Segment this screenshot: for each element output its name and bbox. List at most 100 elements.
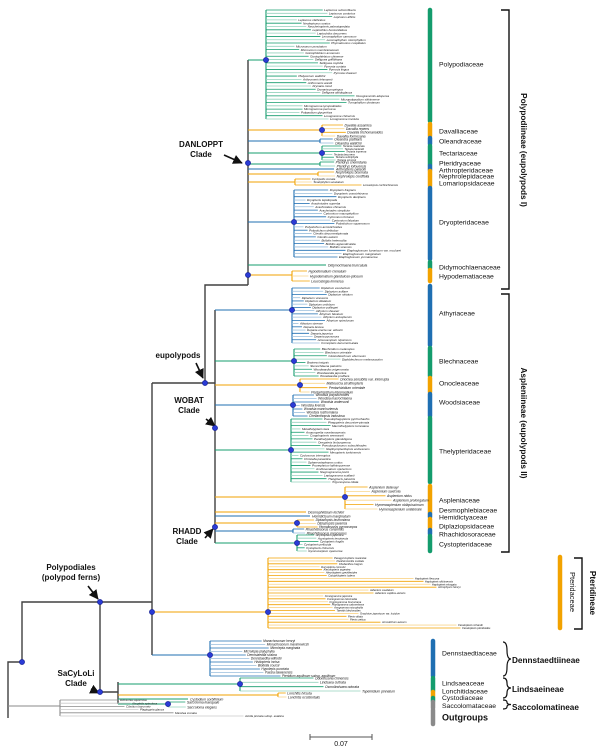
tip-label: Deparia erecta var. wilsonii [307,328,343,332]
tip-label: Oreopteris limbosperma [318,440,351,444]
tip-label: Pityrogramma calomelanos [332,603,365,607]
support-node-dot [212,425,218,431]
tip-label: Elaphoglossum yunnanense [339,255,378,259]
tip-label: Hypodematium glanduloso-pilosum [310,274,363,278]
tip-label: Doryopteris concolor [321,565,346,569]
tip-label: Pentarhizidium orientale [329,386,365,390]
tip-label: Stenochlaena palustris [310,364,342,368]
clade-oleandraceae: Oleandraceae Oleandra pistillarisOleandra… [248,135,482,147]
tip-label: Coryphopteris seemannii [310,434,344,438]
tip-label: Tectaria subtriphylla [335,155,358,159]
tip-label: Diplazium virescens [302,296,329,300]
tip-label: Homalosorus pycnocarpos [319,525,357,529]
tip-label: Tomophyllum donianum [348,101,380,105]
support-node-dot [297,382,303,388]
tip-label: Athyrium anisopterum [322,315,352,319]
tip-label: Pteridrys cnemidaria [336,160,367,164]
tip-label: Haplopteris sikkimensis [425,579,454,583]
tip-label: Hymenasplenium obliquissimum [375,503,424,507]
tip-label: Polystichum deltodon [309,228,339,232]
tip-label: Cystodium sorbifolium [190,697,224,701]
scale-bar-value: 0.07 [334,741,348,748]
tip-label: Dryopteris lepidopoda [307,198,337,202]
tip-label: Polypodium glycyrrhiza [301,111,332,115]
tip-label: Azolla pinnata subsp. asiatica [244,714,284,718]
support-node-dot [207,652,213,658]
tip-label: Cheilanthes insignis [339,562,363,566]
suborder-label: Pteridineae [588,571,597,616]
tip-label: Micropolypodium sikkimense [341,97,380,101]
tip-label: Phymatosorus cuspidatus [331,41,366,45]
scale-bar: 0.07 [309,734,373,748]
tip-label: Parahemionitis cordata [336,559,364,563]
tip-label: Diplazium unilobum [309,302,335,306]
tip-label: Cystopteris pellucida [304,543,331,547]
tip-label: Phegopteris decursive-pinnata [328,420,369,424]
tip-label: Pronephrium lakhimpurense [312,464,350,468]
suborder-label: Aspleniineae (eupolypods II) [519,367,528,478]
tip-label: Rhachidosorus consimilis [306,527,345,531]
tip-label: Cryptogramma brunoniana [329,600,361,604]
clade-hemidictyaceae: Hemidictyaceae Hemidictyum marginatum [215,511,488,521]
tip-label: Oreogrammitis adspersa [356,94,389,98]
tip-label: Pteris cretica [350,617,366,621]
family-label: Cystopteridaceae [439,541,492,548]
tip-label: Dennstaedtia wilfordii [251,657,282,661]
tip-label: Athyrium sinense [299,322,323,326]
family-label: Cystodiaceae [442,695,483,702]
tip-label: Adiantum capillus-veneris [374,591,406,595]
tip-label: Ctenitis eatonii [317,235,338,239]
tip-label: Leucostegia immersa [311,279,343,283]
tip-label: Diplazium dilatatum [305,299,331,303]
tip-label: Ceratopteris pteridoides [462,626,491,630]
suborder-saccolomatineae: Saccolomatineae [502,699,579,712]
tip-label: Leptogramma scallanii [324,474,355,478]
tip-label: Matteuccia struthiopteris [326,382,363,386]
support-node-dot [294,520,300,526]
annotation-text: Polypodiales [46,563,96,572]
tip-label: Diplazium striatum [328,293,353,297]
tip-label: Monachosorum maximowiczii [267,643,309,647]
annotation-arrow [194,362,204,379]
support-node-dot [245,272,251,278]
tip-label: Coniogramme intermedia [327,597,358,601]
tip-label: Plagiogyria glauca [140,708,164,712]
tip-label: Pentarhizidium intermedium [311,390,353,394]
tip-label: Metathelypteris laxa [302,427,329,431]
tip-label: Woodsia manchuriensis [304,407,339,411]
annotation-text: Clade [190,150,212,159]
annotation-arrow [87,585,99,600]
suborder-aspleniineae: Aspleniineae (eupolypods II) [519,367,528,478]
tip-label: Taenitis blechnoides [336,609,361,613]
clade-onocleaceae: Onocleaceae Onoclea sensibilis var. inter… [215,375,479,394]
tip-label: Woodsia rosthorniana [306,411,338,415]
clade-blechnaceae: Blechnaceae Blechnidium melanopusBlechnum… [215,345,479,379]
tip-label: Davallia repens [346,127,369,131]
tip-label: Diplaziopsis brunoniana [316,518,350,522]
clade-pteridaceae: Pteridaceae Paragymnopteris marantaeParah… [152,554,577,631]
tip-label: Lepisorus subconfluens [324,8,356,12]
tip-label: Hemidictyum marginatum [312,514,351,518]
tip-label: Microgramma percussa [304,107,336,111]
tip-label: Arthromeris lehmannii [302,78,333,82]
annotation-text: Clade [65,679,87,688]
tip-label: Leptochilus decurrens [317,31,347,35]
tip-label: Osmolindsaea odorata [325,685,359,689]
tip-label: Woodwardia japonica [317,371,347,375]
clade-saccolomataceae: Saccolomataceae Saccoloma inaequaleSaccol… [118,699,496,711]
family-label: Hypodematiaceae [439,273,494,280]
tip-label: Arachniodes superba [310,202,340,206]
tip-label: Haplopteris elongata [432,582,457,586]
clade-lindsaeaceae: Lindsaeaceae Odontosoria chinensisLindsae… [118,675,485,693]
tip-label: Acystopteris japonica [315,533,344,537]
tip-label: Dicksonia squarrosa [120,698,147,702]
tip-label: Woodwardia unigemmata [314,367,349,371]
tip-label: Cystopteris chinensis [306,546,334,550]
annotation-eupolypods: eupolypods [156,351,204,379]
tip-label: Desmophlebium lechleri [308,510,344,514]
tip-label: Davallia formosana [337,134,366,138]
